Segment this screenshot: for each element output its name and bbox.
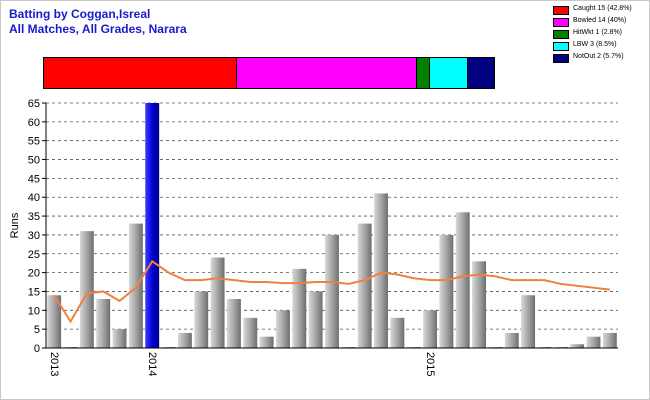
chart-subtitle: All Matches, All Grades, Narara (9, 22, 187, 36)
bar (472, 261, 487, 348)
y-tick-label: 0 (34, 343, 40, 355)
dismissal-segment-caught (44, 58, 237, 88)
bar (602, 332, 617, 348)
y-tick-label: 20 (28, 268, 40, 280)
legend-label: NotOut 2 (5.7%) (573, 53, 624, 60)
bar (325, 234, 339, 348)
bar (112, 329, 127, 348)
legend-label: HitWkt 1 (2.8%) (573, 29, 623, 36)
legend-swatch (553, 54, 569, 63)
y-tick-label: 45 (28, 173, 40, 185)
average-line (53, 259, 610, 324)
bar (423, 310, 438, 348)
y-tick-label: 35 (28, 211, 40, 223)
legend-item-lbw: LBW 3 (8.5%) (553, 41, 641, 52)
legend: Caught 15 (42.8%) Bowled 14 (40%) HitWkt… (553, 5, 641, 65)
legend-label: LBW 3 (8.5%) (573, 41, 617, 48)
y-tick-label: 60 (28, 117, 40, 129)
legend-label: Bowled 14 (40%) (573, 17, 627, 24)
bar (96, 299, 111, 348)
dismissal-segment-lbw (429, 58, 469, 88)
bar (47, 295, 62, 348)
bar (210, 257, 225, 348)
bar (521, 295, 536, 348)
dismissal-segment-notout (468, 58, 494, 88)
y-axis-label: Runs (9, 212, 21, 238)
legend-item-notout: NotOut 2 (5.7%) (553, 53, 641, 64)
legend-item-bowled: Bowled 14 (40%) (553, 17, 641, 28)
bar (226, 299, 241, 348)
y-tick-label: 55 (28, 136, 40, 148)
legend-item-caught: Caught 15 (42.8%) (553, 5, 641, 16)
dismissal-segment-hitwkt (416, 58, 430, 88)
y-tick-label: 30 (28, 230, 40, 242)
legend-swatch (553, 42, 569, 51)
dismissal-breakdown-bar (43, 57, 495, 89)
x-year-label: 2015 (424, 352, 436, 376)
bar (374, 193, 388, 348)
y-tick-label: 10 (28, 305, 40, 317)
bar (504, 332, 519, 348)
bar (276, 310, 290, 348)
legend-swatch (553, 30, 569, 39)
x-year-label: 2013 (48, 352, 60, 376)
legend-swatch (553, 18, 569, 27)
dismissal-segment-bowled (236, 58, 417, 88)
bar (308, 291, 323, 348)
bar (259, 336, 274, 348)
bar (177, 332, 192, 348)
bar (586, 336, 601, 348)
y-tick-label: 25 (28, 249, 40, 261)
bar (79, 231, 94, 348)
bar (439, 234, 454, 348)
y-tick-label: 5 (34, 324, 40, 336)
y-tick-label: 15 (28, 286, 40, 298)
bar (455, 212, 470, 348)
bar (292, 268, 307, 348)
legend-item-hitwkt: HitWkt 1 (2.8%) (553, 29, 641, 40)
bar (145, 103, 160, 348)
bar (390, 317, 405, 348)
chart-title: Batting by Coggan,Isreal (9, 7, 151, 21)
bar (570, 344, 585, 348)
bar (194, 291, 209, 348)
legend-label: Caught 15 (42.8%) (573, 5, 632, 12)
bar (243, 317, 258, 348)
y-tick-label: 65 (28, 98, 40, 110)
y-tick-label: 50 (28, 155, 40, 167)
legend-swatch (553, 6, 569, 15)
bar (357, 223, 372, 348)
x-year-label: 2014 (146, 352, 158, 376)
y-tick-label: 40 (28, 192, 40, 204)
